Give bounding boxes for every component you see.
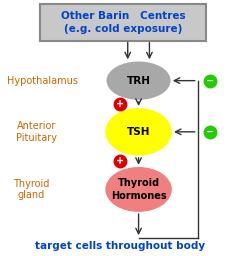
- Text: Thyroid
gland: Thyroid gland: [13, 179, 49, 200]
- Text: Anterior
Pituitary: Anterior Pituitary: [16, 121, 57, 143]
- Ellipse shape: [106, 109, 171, 155]
- Text: Hypothalamus: Hypothalamus: [7, 76, 78, 86]
- Text: TRH: TRH: [127, 76, 151, 86]
- Text: TSH: TSH: [127, 127, 150, 137]
- Text: +: +: [116, 156, 125, 166]
- FancyBboxPatch shape: [40, 4, 206, 41]
- Ellipse shape: [106, 168, 171, 211]
- Text: Thyroid
Hormones: Thyroid Hormones: [111, 178, 166, 201]
- Text: target cells throughout body: target cells throughout body: [35, 241, 206, 251]
- Text: −: −: [206, 127, 214, 137]
- Text: −: −: [206, 76, 214, 86]
- Text: +: +: [116, 99, 125, 109]
- Text: Other Barin   Centres
(e.g. cold exposure): Other Barin Centres (e.g. cold exposure): [60, 11, 185, 34]
- Ellipse shape: [107, 62, 170, 99]
